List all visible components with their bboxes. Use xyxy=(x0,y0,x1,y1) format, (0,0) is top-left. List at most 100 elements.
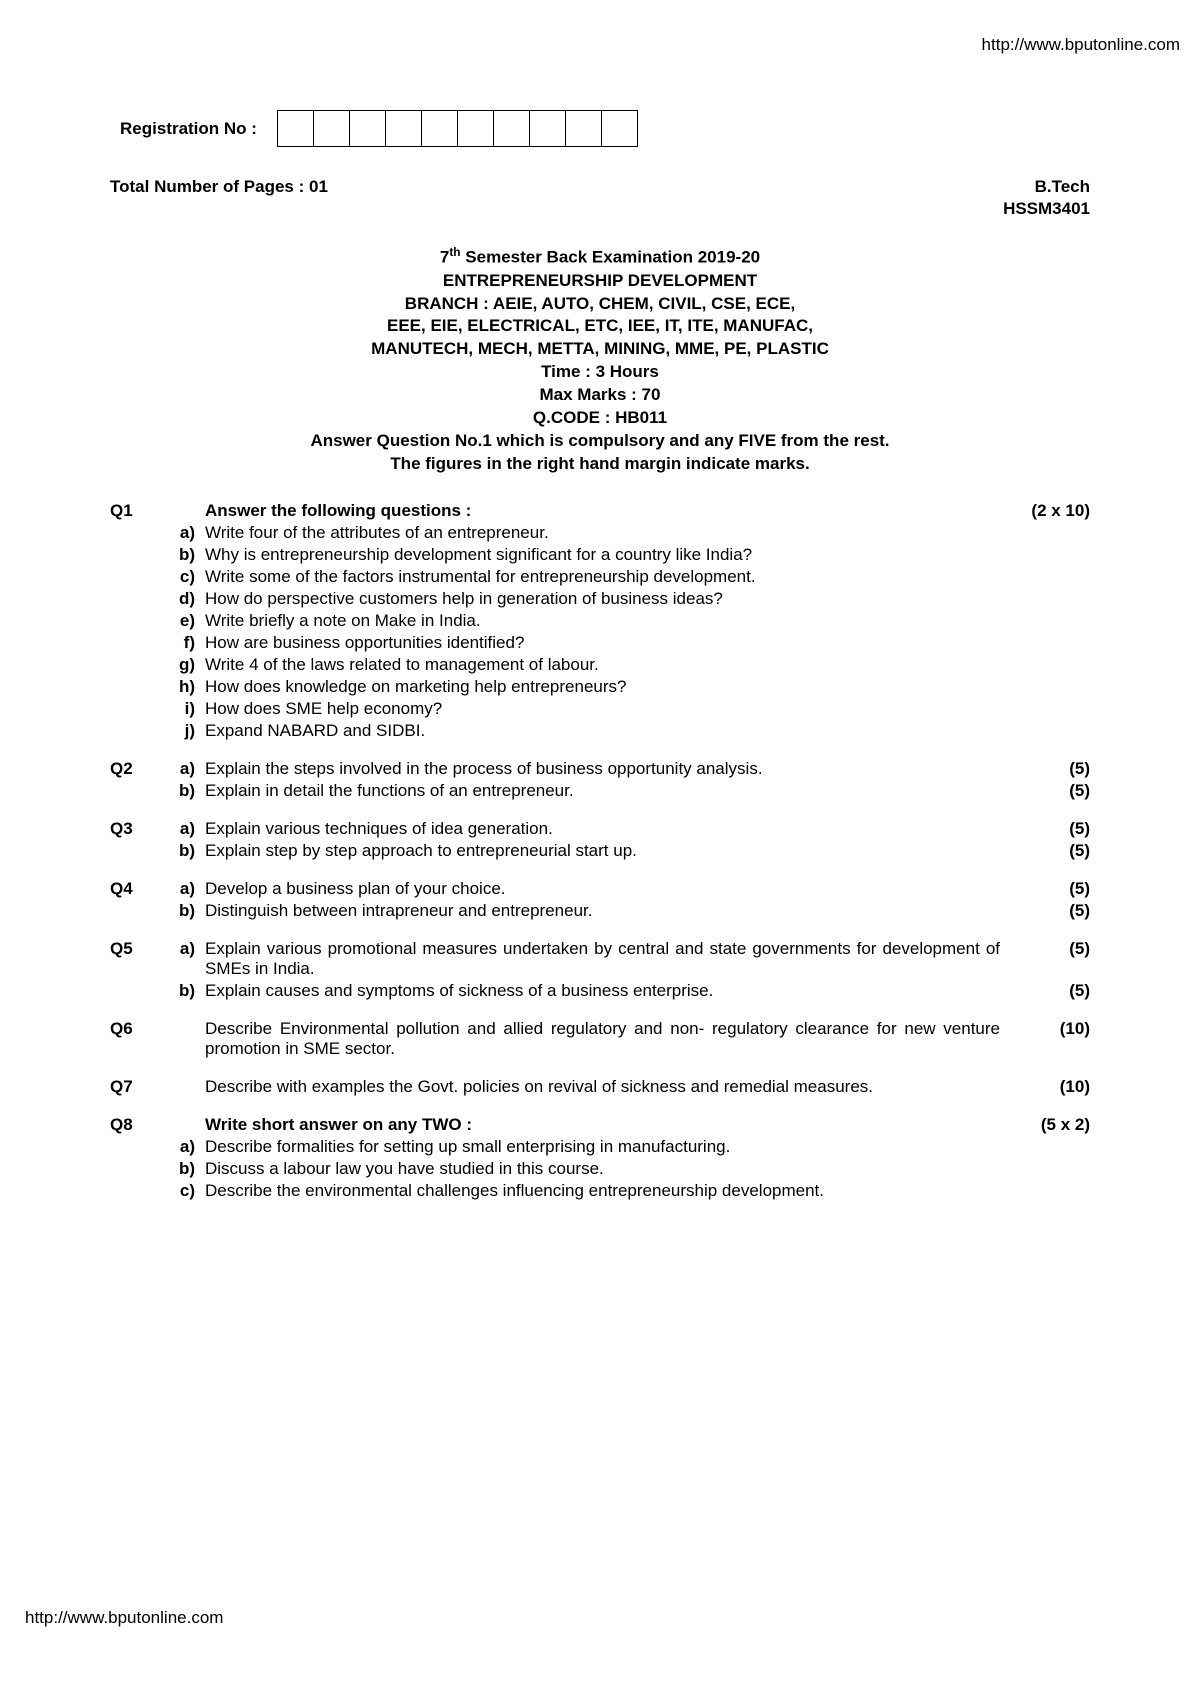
q2-item: b)Explain in detail the functions of an … xyxy=(110,781,1090,801)
header-line-10: The figures in the right hand margin ind… xyxy=(110,453,1090,476)
question-4: Q4a)Develop a business plan of your choi… xyxy=(110,879,1090,921)
header-line-6: Time : 3 Hours xyxy=(110,361,1090,384)
question-text: How do perspective customers help in gen… xyxy=(205,589,1010,609)
q8-num: Q8 xyxy=(110,1115,160,1135)
question-text: How are business opportunities identifie… xyxy=(205,633,1010,653)
sub-label: c) xyxy=(160,567,205,587)
registration-box[interactable] xyxy=(422,111,458,146)
registration-box[interactable] xyxy=(530,111,566,146)
header-line-3: BRANCH : AEIE, AUTO, CHEM, CIVIL, CSE, E… xyxy=(110,293,1090,316)
question-text: Distinguish between intrapreneur and ent… xyxy=(205,901,1010,921)
question-num: Q4 xyxy=(110,879,160,899)
marks: (5) xyxy=(1010,901,1090,921)
degree: B.Tech xyxy=(1035,177,1090,197)
registration-box[interactable] xyxy=(458,111,494,146)
question-2: Q2a)Explain the steps involved in the pr… xyxy=(110,759,1090,801)
sub-label: f) xyxy=(160,633,205,653)
question-num xyxy=(110,981,160,1001)
question-num xyxy=(110,781,160,801)
question-num: Q2 xyxy=(110,759,160,779)
question-text: Explain various techniques of idea gener… xyxy=(205,819,1010,839)
registration-boxes xyxy=(277,110,638,147)
question-text: Why is entrepreneurship development sign… xyxy=(205,545,1010,565)
q1-title: Answer the following questions : xyxy=(205,501,1010,521)
registration-box[interactable] xyxy=(566,111,602,146)
sub-label: b) xyxy=(160,981,205,1001)
q1-item: f)How are business opportunities identif… xyxy=(110,633,1090,653)
question-num xyxy=(110,901,160,921)
q1-sublabel-empty xyxy=(160,501,205,521)
q7-num: Q7 xyxy=(110,1077,160,1097)
q5-item: b)Explain causes and symptoms of sicknes… xyxy=(110,981,1090,1001)
sub-label: a) xyxy=(160,819,205,839)
course-code: HSSM3401 xyxy=(110,199,1090,219)
header-line-1: 7th Semester Back Examination 2019-20 xyxy=(110,244,1090,270)
question-3: Q3a)Explain various techniques of idea g… xyxy=(110,819,1090,861)
questions-block: Q1 Answer the following questions : (2 x… xyxy=(110,501,1090,1201)
question-text: Write briefly a note on Make in India. xyxy=(205,611,1010,631)
question-num: Q5 xyxy=(110,939,160,979)
q1-item: i)How does SME help economy? xyxy=(110,699,1090,719)
registration-box[interactable] xyxy=(494,111,530,146)
sub-label: i) xyxy=(160,699,205,719)
q1-num: Q1 xyxy=(110,501,160,521)
q1-marks: (2 x 10) xyxy=(1010,501,1090,521)
sub-label: e) xyxy=(160,611,205,631)
url-bottom: http://www.bputonline.com xyxy=(25,1608,223,1628)
question-text: Write some of the factors instrumental f… xyxy=(205,567,1010,587)
q8-item: a)Describe formalities for setting up sm… xyxy=(110,1137,1090,1157)
sub-label: d) xyxy=(160,589,205,609)
q6-sublabel xyxy=(160,1019,205,1059)
sub-label: a) xyxy=(160,759,205,779)
header-line-2: ENTREPRENEURSHIP DEVELOPMENT xyxy=(110,270,1090,293)
header-rest: Semester Back Examination 2019-20 xyxy=(461,248,761,267)
question-num xyxy=(110,841,160,861)
total-pages: Total Number of Pages : 01 xyxy=(110,177,328,197)
q7-sublabel xyxy=(160,1077,205,1097)
q1-item: b)Why is entrepreneurship development si… xyxy=(110,545,1090,565)
marks: (5) xyxy=(1010,759,1090,779)
sub-label: b) xyxy=(160,781,205,801)
q4-item: Q4a)Develop a business plan of your choi… xyxy=(110,879,1090,899)
question-text: Explain various promotional measures und… xyxy=(205,939,1010,979)
q1-item: e)Write briefly a note on Make in India. xyxy=(110,611,1090,631)
marks: (5) xyxy=(1010,781,1090,801)
header-line-5: MANUTECH, MECH, METTA, MINING, MME, PE, … xyxy=(110,338,1090,361)
question-8: Q8 Write short answer on any TWO : (5 x … xyxy=(110,1115,1090,1201)
info-row: Total Number of Pages : 01 B.Tech xyxy=(110,177,1090,197)
q4-item: b)Distinguish between intrapreneur and e… xyxy=(110,901,1090,921)
question-text: Develop a business plan of your choice. xyxy=(205,879,1010,899)
q2-item: Q2a)Explain the steps involved in the pr… xyxy=(110,759,1090,779)
q1-item: g)Write 4 of the laws related to managem… xyxy=(110,655,1090,675)
q1-item: j)Expand NABARD and SIDBI. xyxy=(110,721,1090,741)
marks: (5) xyxy=(1010,879,1090,899)
registration-box[interactable] xyxy=(314,111,350,146)
question-5: Q5a)Explain various promotional measures… xyxy=(110,939,1090,1001)
header-line-8: Q.CODE : HB011 xyxy=(110,407,1090,430)
header-line-7: Max Marks : 70 xyxy=(110,384,1090,407)
question-7: Q7 Describe with examples the Govt. poli… xyxy=(110,1077,1090,1097)
question-num: Q3 xyxy=(110,819,160,839)
q6-num: Q6 xyxy=(110,1019,160,1059)
registration-box[interactable] xyxy=(602,111,637,146)
sub-label: a) xyxy=(160,879,205,899)
url-top: http://www.bputonline.com xyxy=(982,35,1180,55)
question-6: Q6 Describe Environmental pollution and … xyxy=(110,1019,1090,1059)
q6-text: Describe Environmental pollution and all… xyxy=(205,1019,1010,1059)
registration-box[interactable] xyxy=(278,111,314,146)
marks: (5) xyxy=(1010,939,1090,979)
q8-title: Write short answer on any TWO : xyxy=(205,1115,1010,1135)
q8-item: c)Describe the environmental challenges … xyxy=(110,1181,1090,1201)
q7-text: Describe with examples the Govt. policie… xyxy=(205,1077,1010,1097)
sub-label: a) xyxy=(160,1137,205,1157)
q8-sublabel-empty xyxy=(160,1115,205,1135)
registration-box[interactable] xyxy=(350,111,386,146)
q7-marks: (10) xyxy=(1010,1077,1090,1097)
question-text: Explain causes and symptoms of sickness … xyxy=(205,981,1010,1001)
marks: (5) xyxy=(1010,981,1090,1001)
registration-box[interactable] xyxy=(386,111,422,146)
q6-marks: (10) xyxy=(1010,1019,1090,1059)
question-text: Write four of the attributes of an entre… xyxy=(205,523,1010,543)
header-sup: th xyxy=(449,245,460,259)
question-text: Discuss a labour law you have studied in… xyxy=(205,1159,1010,1179)
